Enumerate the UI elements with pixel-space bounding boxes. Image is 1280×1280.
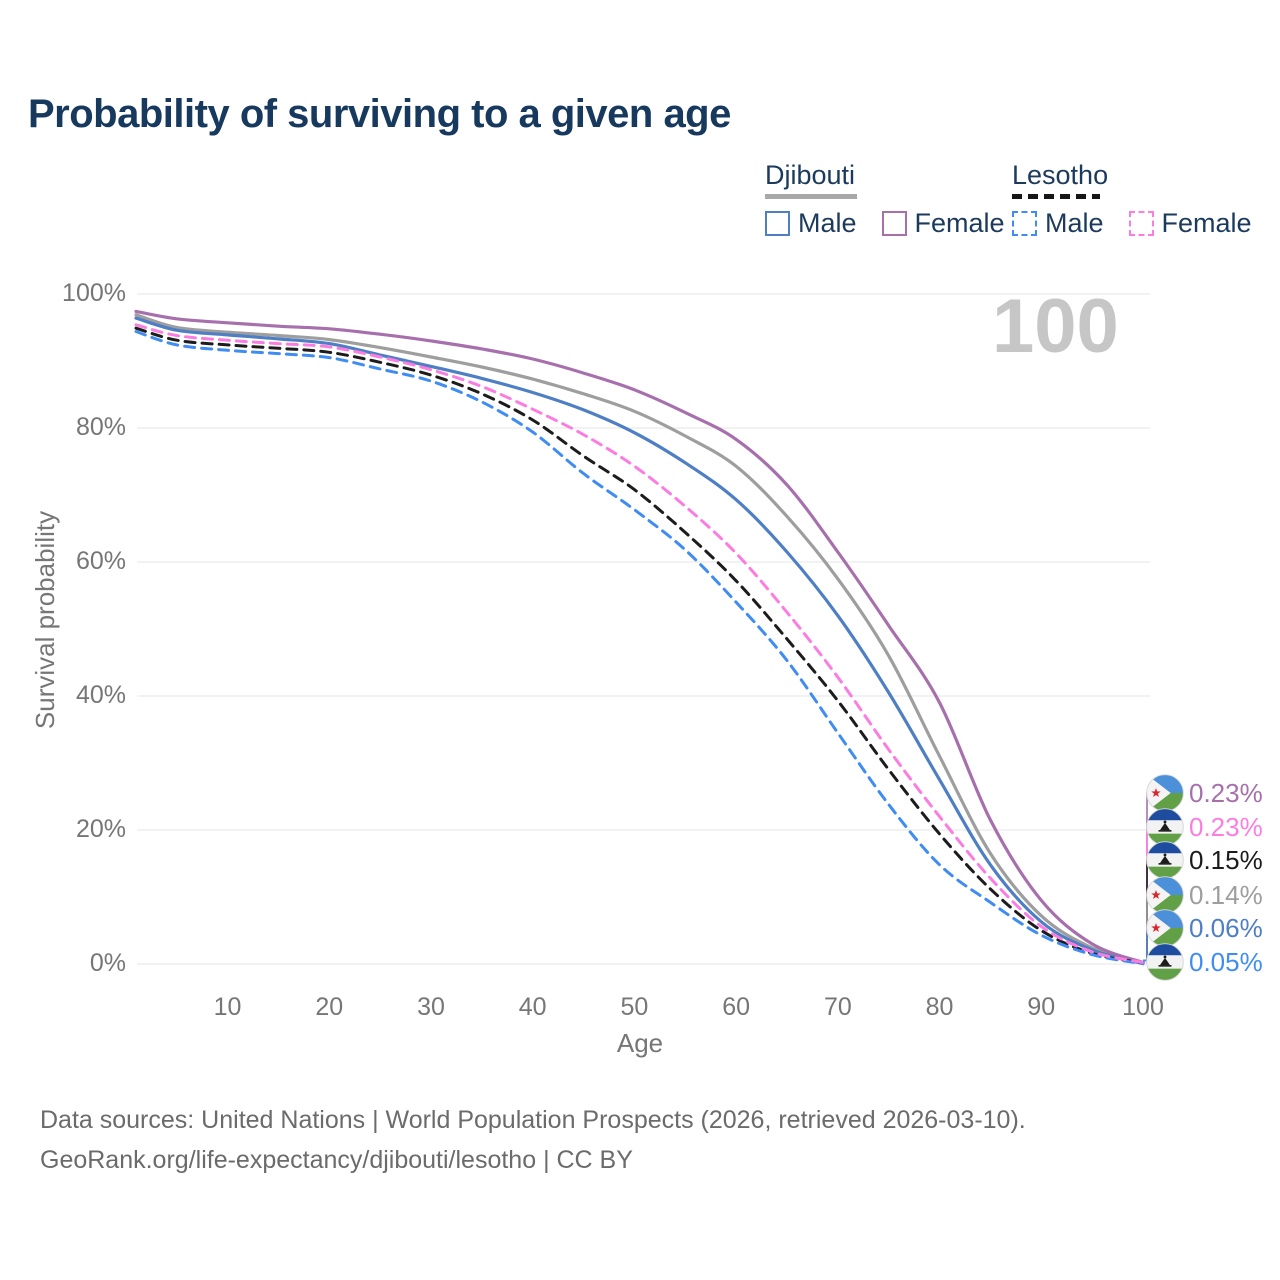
x-tick-90: 90 [1027,993,1056,1021]
djibouti-female-swatch-icon[interactable] [881,211,907,236]
x-tick-40: 40 [518,993,547,1021]
end-label-row-Lesotho Both sexes: 0.15% [1146,841,1263,879]
series-line-lesotho-female [134,323,1145,964]
djibouti-flag-icon [1146,909,1184,947]
x-tick-70: 70 [823,993,852,1021]
end-label-value: 0.15% [1189,845,1263,875]
y-tick-80%: 80% [75,413,126,441]
x-axis-title: Age [616,1028,664,1058]
end-label-value: 0.14% [1189,880,1263,910]
legend-label-lesotho-female[interactable]: Female [1161,208,1252,238]
y-tick-100%: 100% [62,279,126,307]
lesotho-flag-icon [1146,841,1184,879]
x-tick-20: 20 [315,993,344,1021]
footer-attribution: GeoRank.org/life-expectancy/djibouti/les… [40,1146,633,1174]
x-tick-10: 10 [213,993,242,1021]
legend-underline-lesotho [1012,194,1100,199]
legend-title-lesotho[interactable]: Lesotho [1012,160,1109,190]
end-label-value: 0.23% [1189,778,1263,808]
y-tick-60%: 60% [75,547,126,575]
legend-underline-djibouti [765,194,857,199]
djibouti-flag-icon [1146,774,1184,812]
legend-label-lesotho-male[interactable]: Male [1045,208,1104,238]
legend-item-lesotho-female[interactable]: Female [1128,208,1252,239]
lesotho-female-swatch-icon[interactable] [1128,211,1154,236]
series-line-djibouti-both [134,313,1145,965]
y-tick-40%: 40% [75,681,126,709]
legend-group-lesotho: Lesotho Male Female [1012,160,1252,239]
end-label-row-Djibouti Female: 0.23% [1146,774,1263,812]
legend-title-djibouti[interactable]: Djibouti [765,160,856,190]
legend-label-djibouti-male[interactable]: Male [798,208,857,238]
lesotho-male-swatch-icon[interactable] [1012,211,1037,236]
series-line-lesotho-male [134,330,1145,966]
legend-item-djibouti-female[interactable]: Female [881,208,1005,239]
end-label-value: 0.06% [1189,913,1263,943]
series-line-djibouti-male [134,316,1145,966]
x-tick-100: 100 [1122,993,1164,1021]
y-tick-20%: 20% [75,815,126,843]
end-label-row-Djibouti Both sexes: 0.14% [1146,876,1263,914]
footer-data-sources: Data sources: United Nations | World Pop… [40,1106,1026,1134]
end-label-value: 0.05% [1189,947,1263,977]
djibouti-male-swatch-icon[interactable] [765,211,790,236]
lesotho-flag-icon [1146,943,1184,981]
page-title: Probability of surviving to a given age [28,92,731,136]
x-tick-30: 30 [417,993,445,1021]
series-line-djibouti-female [134,309,1145,965]
x-tick-80: 80 [925,993,954,1021]
x-tick-50: 50 [620,993,649,1021]
end-label-value: 0.23% [1189,812,1263,842]
end-label-row-Djibouti Male: 0.06% [1146,909,1263,947]
series-line-lesotho-both [134,326,1145,965]
legend-label-djibouti-female[interactable]: Female [914,208,1005,238]
end-label-row-Lesotho Female: 0.23% [1146,808,1263,846]
legend-item-lesotho-male[interactable]: Male [1012,208,1104,239]
y-tick-0%: 0% [89,949,126,977]
age-indicator-watermark: 100 [992,284,1119,369]
x-tick-60: 60 [722,993,751,1021]
legend-group-djibouti: Djibouti Male Female [765,160,1005,239]
end-label-row-Lesotho Male: 0.05% [1146,943,1263,981]
legend-item-djibouti-male[interactable]: Male [765,208,857,239]
